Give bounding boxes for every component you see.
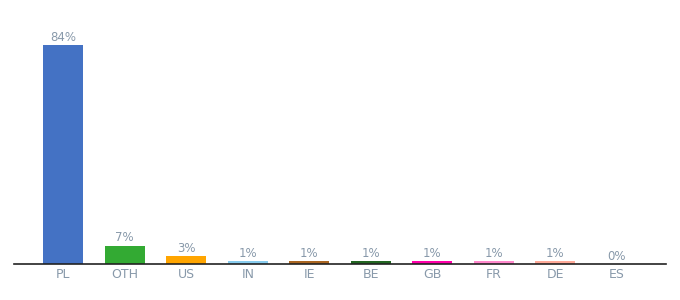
Text: 1%: 1% — [362, 247, 380, 260]
Text: 0%: 0% — [607, 250, 626, 263]
Text: 1%: 1% — [484, 247, 503, 260]
Bar — [44, 45, 83, 264]
Bar — [289, 261, 329, 264]
Bar — [228, 261, 268, 264]
Text: 84%: 84% — [50, 31, 76, 44]
Text: 1%: 1% — [423, 247, 441, 260]
Bar — [535, 261, 575, 264]
Bar — [167, 256, 206, 264]
Bar — [474, 261, 513, 264]
Text: 3%: 3% — [177, 242, 196, 255]
Text: 1%: 1% — [239, 247, 257, 260]
Bar — [105, 246, 145, 264]
Bar — [351, 261, 391, 264]
Text: 7%: 7% — [116, 231, 134, 244]
Text: 1%: 1% — [546, 247, 564, 260]
Bar — [412, 261, 452, 264]
Text: 1%: 1% — [300, 247, 318, 260]
